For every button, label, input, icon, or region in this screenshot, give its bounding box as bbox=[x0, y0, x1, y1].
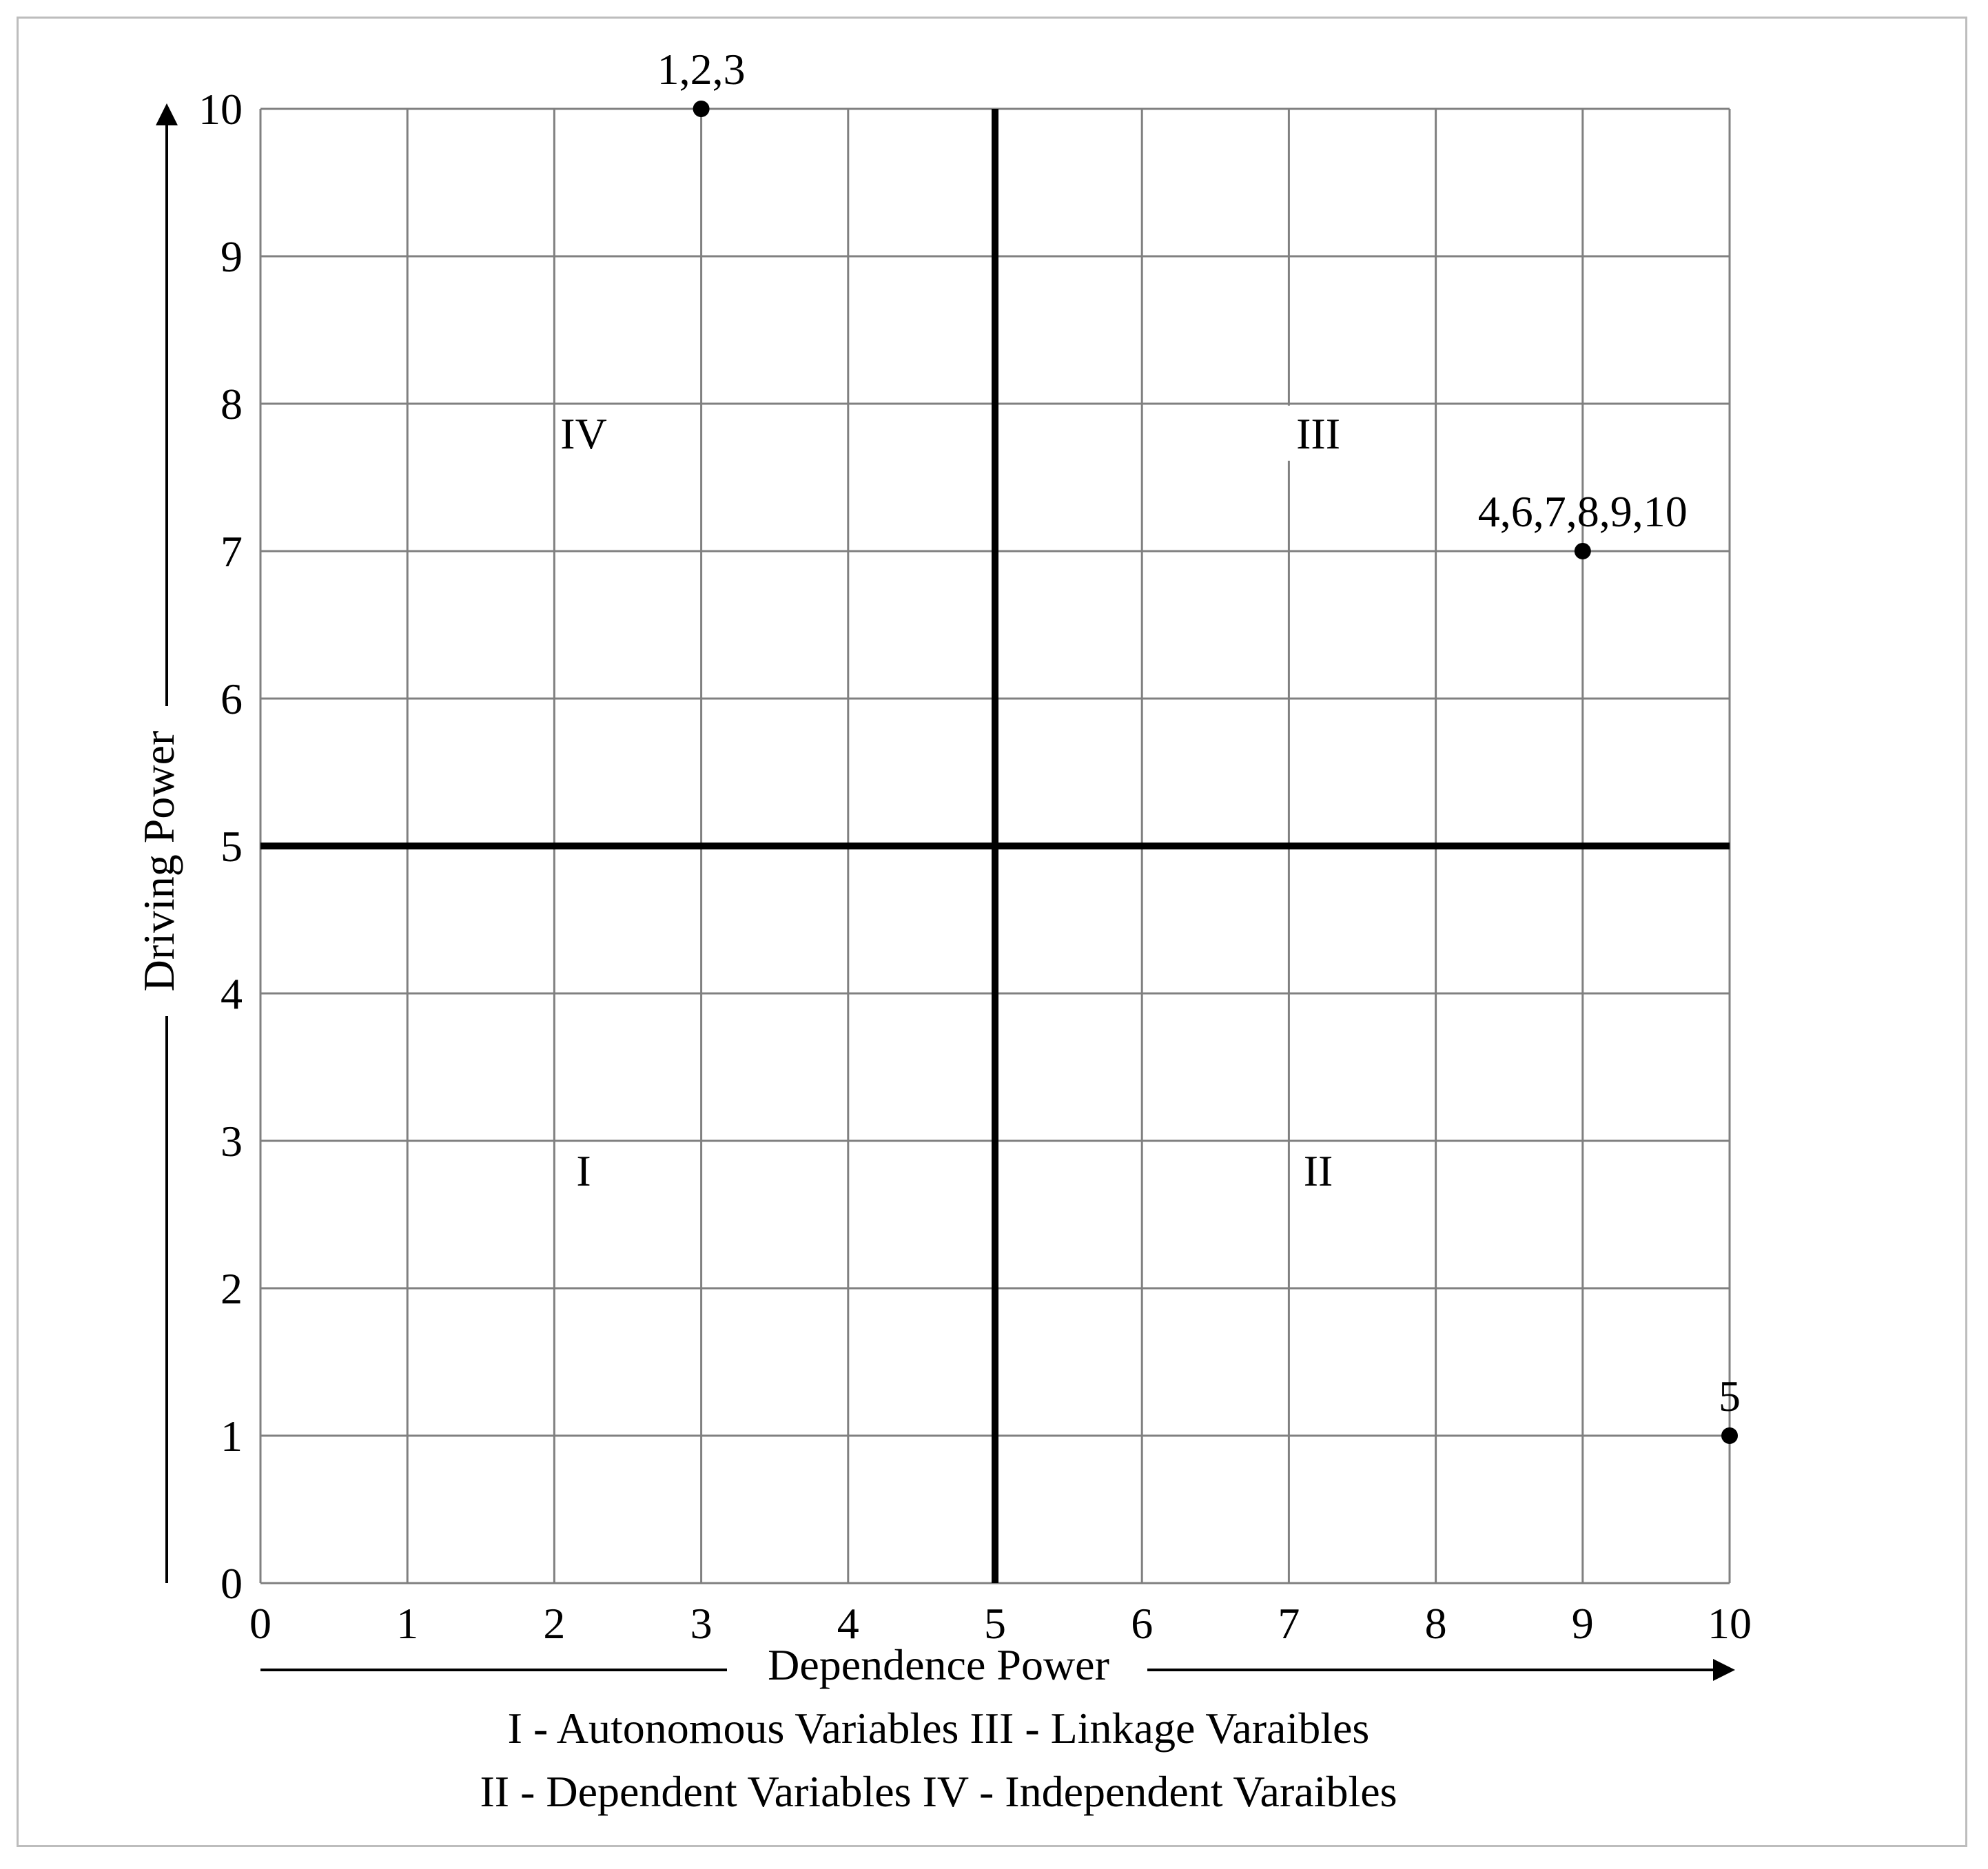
y-tick-label: 3 bbox=[221, 1117, 243, 1166]
quadrant-label: II bbox=[1304, 1146, 1333, 1195]
data-point-label: 4,6,7,8,9,10 bbox=[1478, 487, 1688, 536]
y-tick-label: 4 bbox=[221, 969, 243, 1018]
x-tick-label: 3 bbox=[690, 1599, 713, 1648]
quadrant-label-background bbox=[1281, 405, 1356, 461]
x-tick-label: 0 bbox=[249, 1599, 271, 1648]
y-tick-label: 5 bbox=[221, 822, 243, 871]
x-tick-label: 7 bbox=[1278, 1599, 1300, 1648]
quadrant-dividers bbox=[260, 109, 1730, 1583]
x-tick-label: 1 bbox=[396, 1599, 418, 1648]
quadrant-label-background bbox=[1290, 1142, 1347, 1198]
y-tick-label: 1 bbox=[221, 1412, 243, 1460]
y-tick-label: 8 bbox=[221, 380, 243, 428]
legend-line-autonomous-linkage: I - Autonomous Variables III - Linkage V… bbox=[508, 1704, 1370, 1753]
x-tick-label: 6 bbox=[1131, 1599, 1153, 1648]
x-tick-label: 2 bbox=[543, 1599, 565, 1648]
quadrant-label: I bbox=[576, 1146, 591, 1195]
data-point-label: 5 bbox=[1719, 1372, 1741, 1421]
x-tick-label: 10 bbox=[1708, 1599, 1752, 1648]
y-axis-arrowhead bbox=[156, 103, 178, 125]
y-axis-label: Driving Power bbox=[134, 731, 183, 992]
x-tick-label: 9 bbox=[1572, 1599, 1594, 1648]
x-axis-arrowhead bbox=[1713, 1659, 1735, 1681]
data-point-label: 1,2,3 bbox=[657, 45, 746, 94]
y-tick-label: 9 bbox=[221, 232, 243, 281]
data-point bbox=[1721, 1427, 1738, 1444]
x-tick-label: 5 bbox=[984, 1599, 1006, 1648]
y-tick-label: 7 bbox=[221, 527, 243, 576]
y-tick-label: 2 bbox=[221, 1264, 243, 1313]
quadrant-label: III bbox=[1296, 409, 1340, 458]
x-tick-label: 4 bbox=[837, 1599, 859, 1648]
axes bbox=[156, 103, 1735, 1681]
data-points: 1,2,3 4,6,7,8,9,10 5 bbox=[657, 45, 1741, 1444]
chart-frame bbox=[17, 17, 1967, 1847]
y-tick-label: 0 bbox=[221, 1559, 243, 1608]
y-tick-label: 6 bbox=[221, 674, 243, 723]
quadrant-label-background bbox=[564, 1142, 604, 1198]
legend-line-dependent-independent: II - Dependent Variables IV - Independen… bbox=[480, 1767, 1397, 1816]
x-tick-label: 8 bbox=[1425, 1599, 1447, 1648]
y-tick-label: 10 bbox=[198, 85, 243, 134]
quadrant-label: IV bbox=[560, 409, 607, 458]
tick-labels: 0 1 2 3 4 5 6 7 8 9 10 0 1 2 3 4 5 6 7 8 9 10 bbox=[198, 85, 1752, 1648]
data-point bbox=[1574, 543, 1591, 559]
quadrant-label-background bbox=[555, 405, 613, 461]
data-point bbox=[693, 101, 710, 117]
x-axis-label: Dependence Power bbox=[768, 1640, 1109, 1689]
